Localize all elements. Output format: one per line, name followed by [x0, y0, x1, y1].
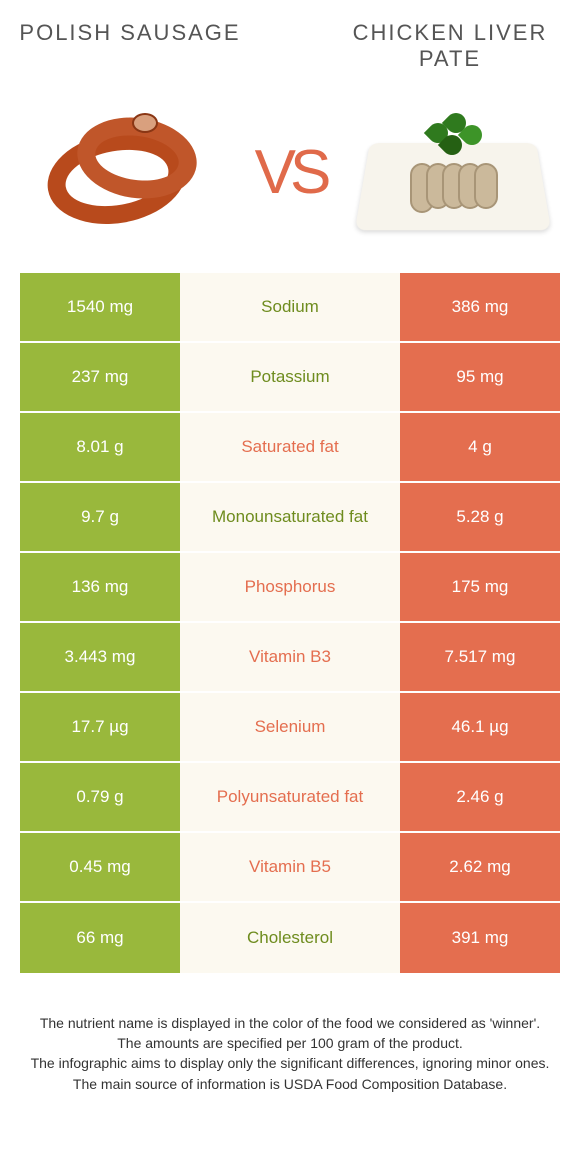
footer-notes: The nutrient name is displayed in the co…	[20, 1013, 560, 1094]
header: POLISH SAUSAGE CHICKEN LIVER PATE	[0, 0, 580, 83]
table-row: 136 mgPhosphorus175 mg	[20, 553, 560, 623]
right-food-title: CHICKEN LIVER PATE	[320, 20, 580, 73]
right-value: 46.1 µg	[400, 693, 560, 761]
table-row: 17.7 µgSelenium46.1 µg	[20, 693, 560, 763]
right-value: 2.46 g	[400, 763, 560, 831]
nutrient-table: 1540 mgSodium386 mg237 mgPotassium95 mg8…	[20, 273, 560, 973]
right-value: 175 mg	[400, 553, 560, 621]
left-value: 1540 mg	[20, 273, 180, 341]
footer-line: The nutrient name is displayed in the co…	[20, 1013, 560, 1033]
left-value: 237 mg	[20, 343, 180, 411]
left-value: 136 mg	[20, 553, 180, 621]
left-value: 0.79 g	[20, 763, 180, 831]
nutrient-label: Polyunsaturated fat	[180, 763, 400, 831]
table-row: 8.01 gSaturated fat4 g	[20, 413, 560, 483]
nutrient-label: Monounsaturated fat	[180, 483, 400, 551]
left-value: 9.7 g	[20, 483, 180, 551]
footer-line: The infographic aims to display only the…	[20, 1053, 560, 1073]
sausage-icon	[37, 113, 217, 233]
footer-line: The main source of information is USDA F…	[20, 1074, 560, 1094]
right-value: 95 mg	[400, 343, 560, 411]
left-food-title: POLISH SAUSAGE	[0, 20, 260, 73]
vs-label: VS	[245, 137, 336, 208]
right-value: 391 mg	[400, 903, 560, 973]
left-food-image	[10, 93, 245, 253]
nutrient-label: Vitamin B3	[180, 623, 400, 691]
table-row: 9.7 gMonounsaturated fat5.28 g	[20, 483, 560, 553]
pate-icon	[358, 108, 548, 238]
right-value: 7.517 mg	[400, 623, 560, 691]
right-food-image	[335, 93, 570, 253]
right-value: 386 mg	[400, 273, 560, 341]
left-value: 8.01 g	[20, 413, 180, 481]
nutrient-label: Saturated fat	[180, 413, 400, 481]
nutrient-label: Sodium	[180, 273, 400, 341]
left-value: 0.45 mg	[20, 833, 180, 901]
right-value: 5.28 g	[400, 483, 560, 551]
table-row: 237 mgPotassium95 mg	[20, 343, 560, 413]
table-row: 0.45 mgVitamin B52.62 mg	[20, 833, 560, 903]
nutrient-label: Phosphorus	[180, 553, 400, 621]
table-row: 1540 mgSodium386 mg	[20, 273, 560, 343]
left-value: 66 mg	[20, 903, 180, 973]
right-value: 2.62 mg	[400, 833, 560, 901]
nutrient-label: Selenium	[180, 693, 400, 761]
images-row: VS	[0, 83, 580, 273]
left-value: 17.7 µg	[20, 693, 180, 761]
table-row: 3.443 mgVitamin B37.517 mg	[20, 623, 560, 693]
table-row: 66 mgCholesterol391 mg	[20, 903, 560, 973]
nutrient-label: Potassium	[180, 343, 400, 411]
footer-line: The amounts are specified per 100 gram o…	[20, 1033, 560, 1053]
nutrient-label: Cholesterol	[180, 903, 400, 973]
left-value: 3.443 mg	[20, 623, 180, 691]
nutrient-label: Vitamin B5	[180, 833, 400, 901]
table-row: 0.79 gPolyunsaturated fat2.46 g	[20, 763, 560, 833]
right-value: 4 g	[400, 413, 560, 481]
